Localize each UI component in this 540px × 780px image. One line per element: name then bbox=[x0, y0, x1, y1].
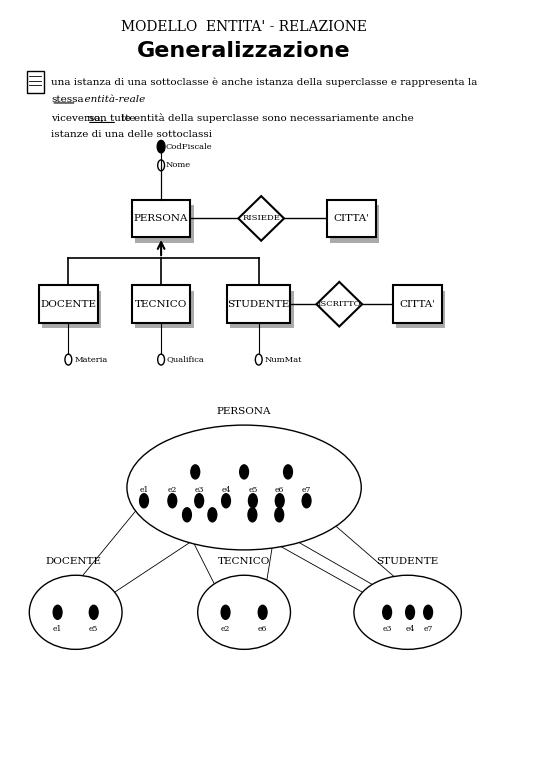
Circle shape bbox=[424, 605, 433, 619]
Circle shape bbox=[89, 605, 98, 619]
Text: e3: e3 bbox=[194, 486, 204, 494]
FancyBboxPatch shape bbox=[330, 205, 379, 243]
FancyBboxPatch shape bbox=[396, 291, 445, 328]
Text: e2: e2 bbox=[167, 486, 177, 494]
Text: Qualifica: Qualifica bbox=[167, 356, 205, 363]
Circle shape bbox=[183, 508, 191, 522]
Text: e2: e2 bbox=[221, 626, 230, 633]
FancyBboxPatch shape bbox=[135, 205, 194, 243]
Text: e6: e6 bbox=[258, 626, 267, 633]
Text: MODELLO  ENTITA' - RELAZIONE: MODELLO ENTITA' - RELAZIONE bbox=[121, 20, 367, 34]
Text: e7: e7 bbox=[302, 486, 311, 494]
Text: TECNICO: TECNICO bbox=[218, 557, 271, 566]
Text: DOCENTE: DOCENTE bbox=[45, 557, 101, 566]
Text: stessa: stessa bbox=[51, 94, 84, 104]
Circle shape bbox=[284, 465, 293, 479]
FancyBboxPatch shape bbox=[132, 200, 191, 237]
Text: viceversa,: viceversa, bbox=[51, 114, 104, 123]
Ellipse shape bbox=[354, 576, 461, 649]
Circle shape bbox=[195, 494, 204, 508]
FancyBboxPatch shape bbox=[27, 71, 44, 93]
Circle shape bbox=[53, 605, 62, 619]
Ellipse shape bbox=[198, 576, 291, 649]
Text: CodFiscale: CodFiscale bbox=[166, 143, 213, 151]
Circle shape bbox=[140, 494, 149, 508]
Circle shape bbox=[275, 494, 284, 508]
Polygon shape bbox=[316, 282, 362, 327]
FancyBboxPatch shape bbox=[43, 291, 101, 328]
Text: e1: e1 bbox=[139, 486, 148, 494]
Text: Generalizzazione: Generalizzazione bbox=[137, 41, 351, 61]
Text: e5: e5 bbox=[89, 626, 98, 633]
Circle shape bbox=[275, 508, 284, 522]
Text: una istanza di una sottoclasse è anche istanza della superclasse e rappresenta l: una istanza di una sottoclasse è anche i… bbox=[51, 77, 478, 87]
Text: STUDENTE: STUDENTE bbox=[376, 557, 439, 566]
Text: e4: e4 bbox=[221, 486, 231, 494]
FancyBboxPatch shape bbox=[393, 285, 442, 323]
Circle shape bbox=[302, 494, 311, 508]
Text: e1: e1 bbox=[53, 626, 62, 633]
Text: e5: e5 bbox=[248, 486, 258, 494]
Text: CITTA': CITTA' bbox=[400, 300, 435, 309]
Text: e4: e4 bbox=[406, 626, 415, 633]
Text: e3: e3 bbox=[382, 626, 392, 633]
Text: PERSONA: PERSONA bbox=[217, 406, 271, 416]
FancyBboxPatch shape bbox=[231, 291, 294, 328]
Text: STUDENTE: STUDENTE bbox=[228, 300, 290, 309]
Text: istanze di una delle sottoclassi: istanze di una delle sottoclassi bbox=[51, 129, 212, 139]
Text: ISCRITTO: ISCRITTO bbox=[318, 300, 361, 308]
Text: e7: e7 bbox=[423, 626, 433, 633]
Text: PERSONA: PERSONA bbox=[134, 214, 188, 223]
Text: entità-reale: entità-reale bbox=[78, 94, 145, 104]
Text: le entità della superclasse sono necessariamente anche: le entità della superclasse sono necessa… bbox=[118, 114, 414, 123]
FancyBboxPatch shape bbox=[327, 200, 376, 237]
Text: Nome: Nome bbox=[166, 161, 191, 169]
Text: e6: e6 bbox=[275, 486, 285, 494]
Circle shape bbox=[157, 140, 165, 153]
Ellipse shape bbox=[127, 425, 361, 550]
Circle shape bbox=[221, 605, 230, 619]
Circle shape bbox=[258, 605, 267, 619]
Circle shape bbox=[191, 465, 200, 479]
FancyBboxPatch shape bbox=[135, 291, 194, 328]
Circle shape bbox=[168, 494, 177, 508]
Circle shape bbox=[208, 508, 217, 522]
Text: NumMat: NumMat bbox=[265, 356, 302, 363]
Polygon shape bbox=[238, 196, 284, 241]
Text: RISIEDE: RISIEDE bbox=[242, 215, 280, 222]
Ellipse shape bbox=[29, 576, 122, 649]
FancyBboxPatch shape bbox=[132, 285, 191, 323]
FancyBboxPatch shape bbox=[227, 285, 291, 323]
Circle shape bbox=[240, 465, 248, 479]
Text: DOCENTE: DOCENTE bbox=[40, 300, 96, 309]
Circle shape bbox=[221, 494, 231, 508]
Text: CITTA': CITTA' bbox=[334, 214, 369, 223]
Text: TECNICO: TECNICO bbox=[135, 300, 187, 309]
Circle shape bbox=[248, 494, 257, 508]
Text: non tutte: non tutte bbox=[87, 114, 136, 123]
Circle shape bbox=[383, 605, 391, 619]
FancyBboxPatch shape bbox=[39, 285, 98, 323]
Text: Materia: Materia bbox=[74, 356, 107, 363]
Circle shape bbox=[406, 605, 415, 619]
Circle shape bbox=[248, 508, 257, 522]
